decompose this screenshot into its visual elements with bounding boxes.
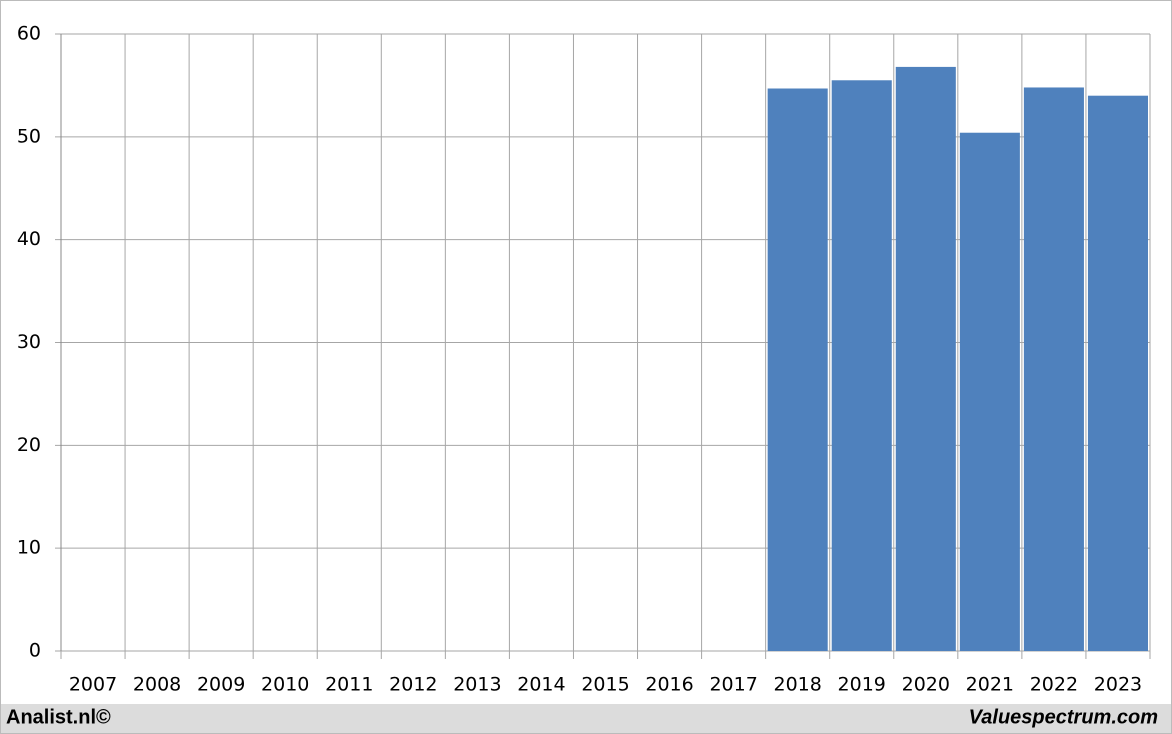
y-tick-label: 30	[17, 331, 41, 353]
bar	[767, 88, 828, 652]
bar	[831, 80, 892, 651]
x-tick-label: 2020	[902, 674, 950, 696]
x-tick-label: 2012	[389, 674, 437, 696]
x-tick-label: 2014	[517, 674, 565, 696]
x-tick-label: 2019	[838, 674, 886, 696]
y-tick-label: 20	[17, 434, 41, 456]
x-tick-label: 2018	[773, 674, 821, 696]
footer-band	[1, 704, 1171, 733]
bar	[959, 132, 1020, 652]
bar	[895, 66, 956, 651]
x-tick-label: 2015	[581, 674, 629, 696]
y-tick-label: 60	[17, 23, 41, 45]
y-tick-label: 40	[17, 228, 41, 250]
bar	[1087, 95, 1148, 651]
footer-left: Analist.nl©	[6, 706, 111, 728]
x-tick-label: 2010	[261, 674, 309, 696]
y-tick-label: 10	[17, 537, 41, 559]
x-tick-label: 2023	[1094, 674, 1142, 696]
x-tick-label: 2008	[133, 674, 181, 696]
x-tick-label: 2013	[453, 674, 501, 696]
bar	[1023, 87, 1084, 652]
x-tick-label: 2011	[325, 674, 373, 696]
x-tick-label: 2017	[709, 674, 757, 696]
x-tick-label: 2007	[69, 674, 117, 696]
y-tick-label: 50	[17, 125, 41, 147]
y-tick-label: 0	[29, 640, 41, 662]
x-tick-label: 2009	[197, 674, 245, 696]
x-tick-label: 2016	[645, 674, 693, 696]
x-tick-label: 2022	[1030, 674, 1078, 696]
footer-right: Valuespectrum.com	[969, 706, 1158, 728]
x-tick-label: 2021	[966, 674, 1014, 696]
